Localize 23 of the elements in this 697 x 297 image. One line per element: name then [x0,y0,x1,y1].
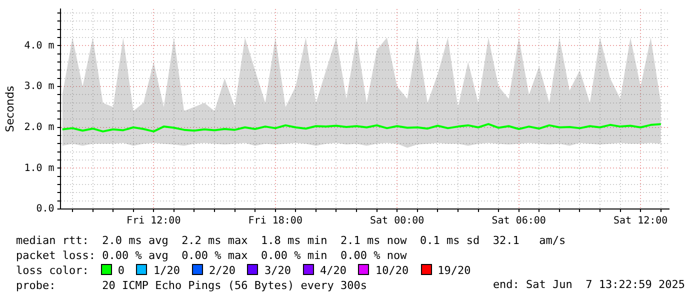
text: end: Sat Jun 7 13:22:59 2025 [492,278,685,291]
y-tick-label: 0.0 [36,204,54,215]
x-tick-label: Fri 18:00 [248,216,302,227]
legend-label: 0 [118,264,124,277]
y-tick-label: 1.0 m [24,162,54,174]
x-tick-label: Fri 12:00 [126,216,181,227]
text: packet loss: 0.00 % avg 0.00 % max 0.00 % min 0.00 % now [16,248,408,263]
y-tick-label: 4.0 m [24,40,54,52]
legend-label: 1/20 [153,264,180,277]
x-tick-label: Sat 00:00 [370,216,424,227]
text: median rtt: 2.0 ms avg 2.2 ms max 1.8 ms min 2.1 ms now 0.1 ms sd 32.1 am/s [16,233,567,248]
y-tick-label: 3.0 m [24,81,54,92]
legend-label: 3/20 [264,264,291,277]
x-tick-label: Sat 12:00 [614,216,668,227]
legend-title: loss color: [16,264,89,277]
x-tick-label: Sat 06:00 [492,216,546,227]
legend-label: 4/20 [320,264,346,277]
text: probe: 20 ICMP Echo Pings (56 Bytes) every 300s [16,279,367,292]
y-tick-label: 2.0 m [24,122,54,133]
y-axis-title: Seconds [3,86,16,132]
legend-label: 10/20 [375,264,409,277]
legend-label: 19/20 [438,264,471,277]
legend-label: 2/20 [208,264,236,277]
